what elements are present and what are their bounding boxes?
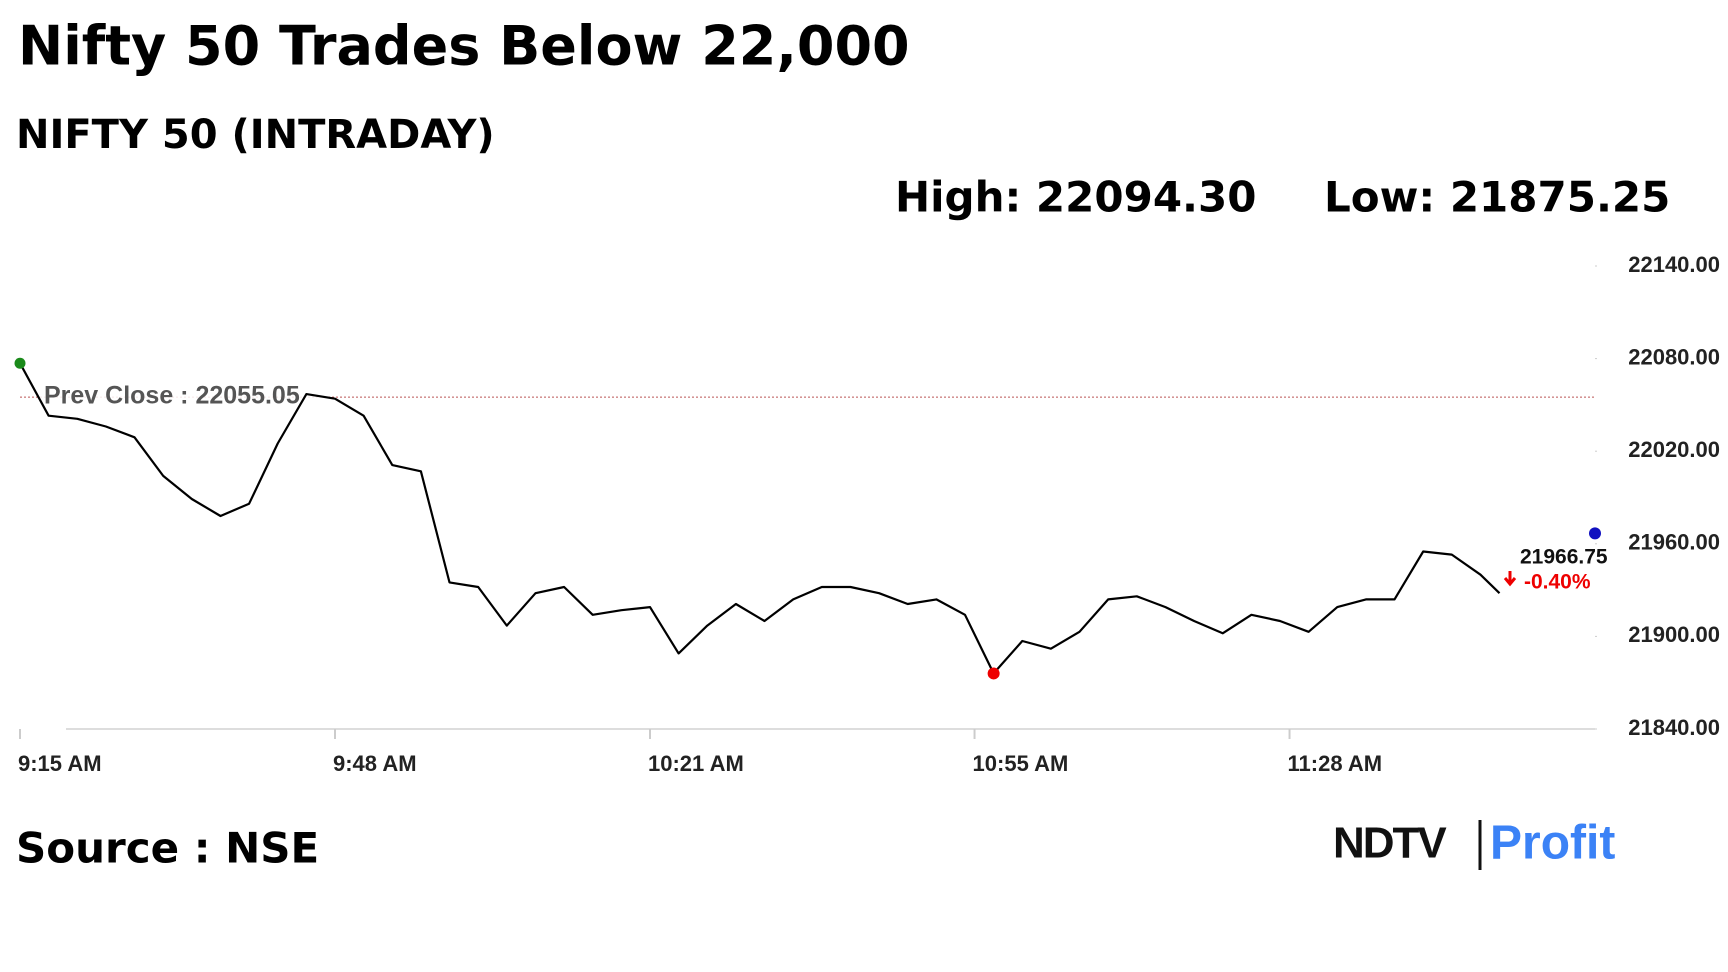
low-point xyxy=(987,667,1000,680)
x-tick-label: 10:55 AM xyxy=(973,751,1069,776)
last-price-point xyxy=(1589,527,1601,540)
high-label: High: 22094.30 xyxy=(895,173,1256,222)
x-tick-label: 9:48 AM xyxy=(333,751,417,776)
down-arrow xyxy=(1503,571,1517,587)
y-tick-label: 22020.00 xyxy=(1628,437,1720,462)
y-tick-label: 22080.00 xyxy=(1628,344,1720,369)
x-tick-label: 9:15 AM xyxy=(18,751,102,776)
prev-close-label: Prev Close : 22055.05 xyxy=(44,382,300,410)
start-point xyxy=(14,357,26,369)
y-tick-label: 21960.00 xyxy=(1628,530,1720,555)
change-label: -0.40% xyxy=(1524,571,1591,594)
chart-subtitle: NIFTY 50 (INTRADAY) xyxy=(16,112,495,158)
prev-close-label-bg xyxy=(40,382,324,413)
price-line xyxy=(19,362,1501,675)
chart-title: Nifty 50 Trades Below 22,000 xyxy=(18,15,910,78)
source: Source : NSE xyxy=(16,824,319,873)
last-price-label: 21966.75 xyxy=(1520,546,1608,569)
x-tick-label: 10:21 AM xyxy=(648,751,744,776)
logo-ndtv: NDTV xyxy=(1333,819,1447,868)
x-tick-label: 11:28 AM xyxy=(1288,751,1383,776)
y-tick-label: 21840.00 xyxy=(1628,715,1720,740)
logo-profit: Profit xyxy=(1490,817,1615,870)
y-tick-label: 22140.00 xyxy=(1628,252,1720,277)
low-label: Low: 21875.25 xyxy=(1324,173,1670,222)
y-tick-label: 21900.00 xyxy=(1628,622,1720,647)
